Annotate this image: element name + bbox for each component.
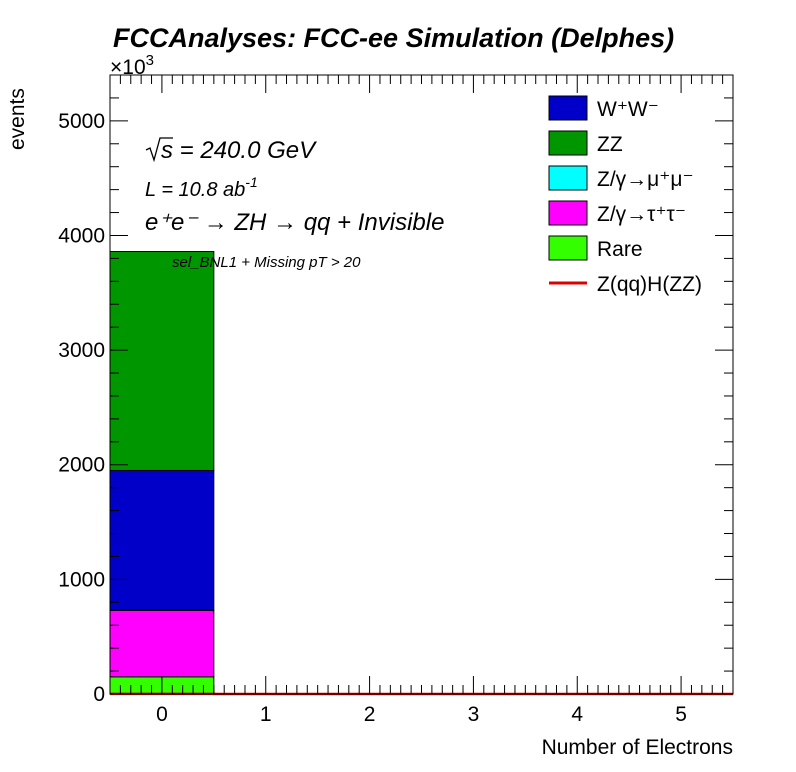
- legend-label: W⁺W⁻: [597, 98, 659, 121]
- x-tick-label: 1: [260, 703, 272, 726]
- x-tick-label: 4: [571, 703, 583, 726]
- legend-label: Z/γ→τ⁺τ⁻: [597, 203, 686, 226]
- x-tick-label: 0: [156, 703, 168, 726]
- sqrt-symbol: [145, 137, 173, 163]
- legend-entry: Rare: [548, 235, 643, 261]
- y-axis-label: events: [6, 88, 29, 150]
- x-tick-label: 5: [675, 703, 687, 726]
- chart-title: FCCAnalyses: FCC-ee Simulation (Delphes): [113, 23, 674, 53]
- legend-entry: Z/γ→τ⁺τ⁻: [548, 200, 686, 226]
- bar-0-Z-: [109, 609, 215, 678]
- legend-swatch: [548, 235, 588, 261]
- x-tick-label: 2: [364, 703, 376, 726]
- legend-label: Z/γ→μ⁺μ⁻: [597, 168, 694, 191]
- legend-swatch: [548, 165, 588, 191]
- legend-label: ZZ: [597, 133, 623, 156]
- y-tick-label: 4000: [58, 224, 105, 247]
- bar-0-W-W-: [109, 469, 215, 611]
- legend-label: Rare: [597, 238, 643, 261]
- x-tick-label: 3: [468, 703, 480, 726]
- y-multiplier: ×103: [110, 52, 154, 79]
- legend: W⁺W⁻ ZZ Z/γ→μ⁺μ⁻ Z/γ→τ⁺τ⁻ Rare Z(qq)H(ZZ): [548, 95, 702, 296]
- y-tick-label: 5000: [58, 110, 105, 133]
- x-axis-label: Number of Electrons: [542, 736, 733, 759]
- sqrt-s-label: s = 240.0 GeV: [161, 137, 317, 164]
- lumi-label: L = 10.8 ab-1: [145, 174, 258, 201]
- axes: 0 1000 2000 3000 4000 5000 0 1 2 3 4 5: [58, 74, 734, 726]
- legend-swatch: [548, 130, 588, 156]
- legend-swatch: [548, 95, 588, 121]
- process-label: e⁺e⁻ → ZH → qq + Invisible: [145, 209, 444, 236]
- legend-entry: Z/γ→μ⁺μ⁻: [548, 165, 694, 191]
- y-tick-label: 2000: [58, 454, 105, 477]
- legend-entry: Z(qq)H(ZZ): [549, 273, 702, 296]
- y-tick-label: 3000: [58, 339, 105, 362]
- legend-label: Z(qq)H(ZZ): [597, 273, 702, 296]
- y-tick-label: 1000: [58, 568, 105, 591]
- bar-0-ZZ: [109, 251, 215, 471]
- legend-swatch: [548, 200, 588, 226]
- legend-entry: ZZ: [548, 130, 623, 156]
- annotations: s = 240.0 GeV L = 10.8 ab-1 e⁺e⁻ → ZH → …: [145, 137, 444, 271]
- selection-label: sel_BNL1 + Missing pT > 20: [172, 254, 361, 271]
- stacked-bars: [109, 251, 215, 695]
- legend-entry: W⁺W⁻: [548, 95, 659, 121]
- y-tick-label: 0: [93, 683, 105, 706]
